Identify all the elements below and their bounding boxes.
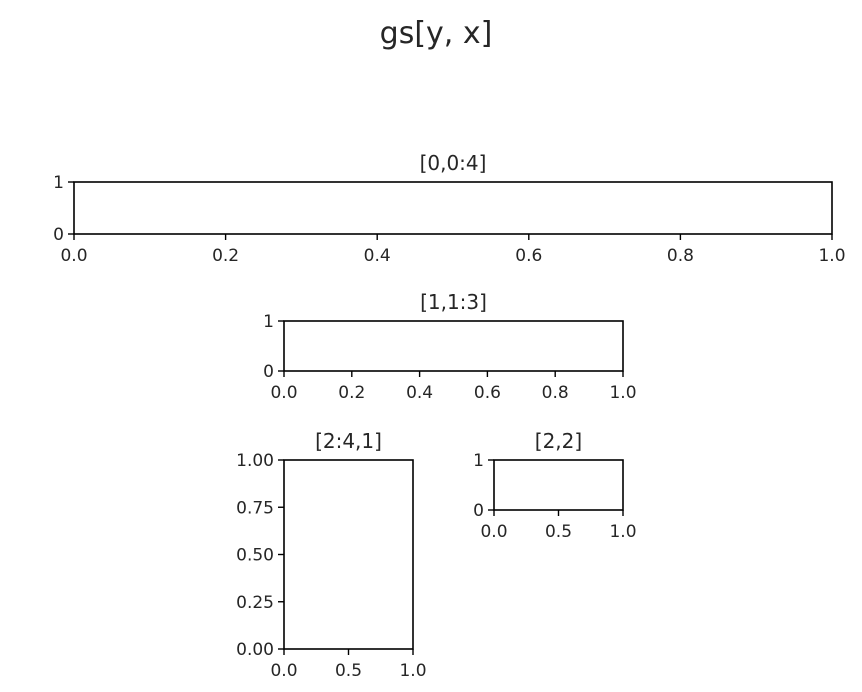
subplot-1: [1,1:3] 0.0 0.2 0.4 0.6 0.8 1.0 0 1	[263, 290, 636, 403]
y-tick-label: 1	[473, 451, 484, 471]
y-tick-label: 0	[53, 225, 64, 245]
y-tick-label: 0	[473, 501, 484, 521]
x-tick-label: 0.6	[515, 246, 542, 266]
y-tick-label: 0.00	[236, 640, 274, 660]
subplot-title: [1,1:3]	[420, 290, 487, 314]
x-tick-label: 0.2	[212, 246, 239, 266]
subplot-title: [2:4,1]	[315, 429, 382, 453]
y-tick-label: 0.50	[236, 546, 274, 566]
subplot-frame	[493, 459, 624, 511]
y-tick-label: 0	[263, 362, 274, 382]
x-tick-label: 0.5	[335, 661, 362, 681]
x-tick-label: 0.4	[406, 383, 433, 403]
x-tick-label: 1.0	[609, 522, 636, 542]
x-tick-label: 1.0	[609, 383, 636, 403]
subplot-frame	[283, 459, 414, 650]
x-tick-label: 0.0	[480, 522, 507, 542]
x-tick-label: 0.4	[364, 246, 391, 266]
x-tick-label: 0.8	[667, 246, 694, 266]
subplot-2: [2:4,1] 0.0 0.5 1.0 0.00 0.25 0.50 0.75 1.00	[236, 429, 426, 681]
subplot-0: [0,0:4] 0.0 0.2 0.4 0.6 0.8 1.0 0 1	[53, 151, 845, 266]
x-tick-label: 0.0	[60, 246, 87, 266]
subplot-title: [0,0:4]	[420, 151, 487, 175]
y-tick-label: 0.75	[236, 498, 274, 518]
x-tick-label: 0.5	[545, 522, 572, 542]
x-tick-label: 1.0	[399, 661, 426, 681]
y-tick-label: 1.00	[236, 451, 274, 471]
subplot-frame	[73, 181, 833, 235]
axes-layer: [0,0:4]0.0 0.2 0.4 0.6 0.8 1.001[1,1:3]0.0 0.2…	[53, 151, 845, 681]
x-tick-label: 0.8	[542, 383, 569, 403]
y-tick-label: 1	[263, 312, 274, 332]
x-tick-label: 0.0	[270, 383, 297, 403]
subplot-title: [2,2]	[535, 429, 582, 453]
x-tick-label: 0.0	[270, 661, 297, 681]
subplot-3: [2,2] 0.0 0.5 1.0 0 1	[473, 429, 636, 542]
x-tick-label: 1.0	[818, 246, 845, 266]
y-tick-label: 0.25	[236, 593, 274, 613]
subplot-frame	[283, 320, 624, 372]
figure-suptitle: gs[y, x]	[380, 16, 493, 51]
x-tick-label: 0.2	[338, 383, 365, 403]
y-tick-label: 1	[53, 173, 64, 193]
x-tick-label: 0.6	[474, 383, 501, 403]
